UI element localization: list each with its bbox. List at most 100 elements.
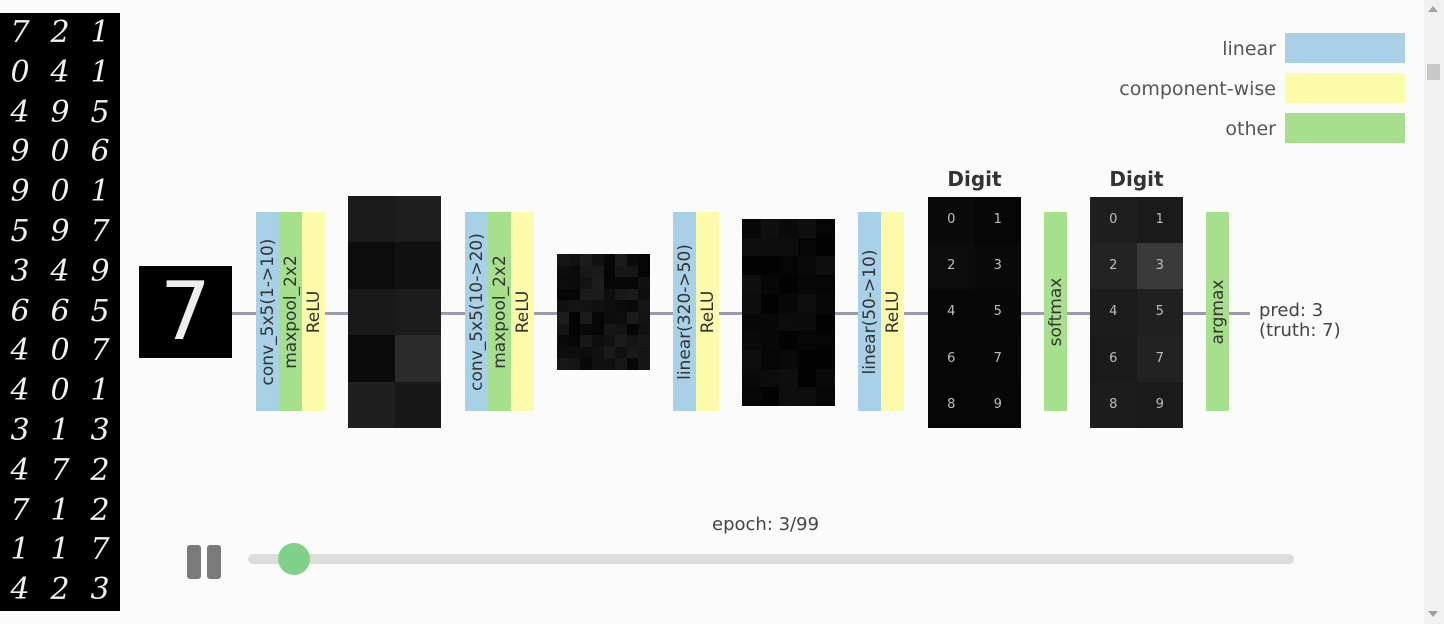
feature-cell (742, 293, 761, 313)
mnist-digit: 4 (10, 572, 30, 608)
feature-cell (557, 346, 569, 359)
digit-cell: 4 (1090, 289, 1137, 336)
layer-relu3-label: ReLU (697, 290, 718, 333)
feature-cell (615, 358, 627, 370)
scroll-down-icon[interactable] (1428, 611, 1438, 617)
pause-button[interactable] (187, 545, 223, 579)
epoch-slider-thumb[interactable] (278, 543, 310, 575)
digit-grid-2-title: Digit (1109, 167, 1164, 191)
digit-cell: 3 (974, 243, 1021, 290)
epoch-slider-track[interactable] (248, 554, 1294, 564)
digit-cell: 9 (974, 381, 1021, 428)
feature-cell (580, 358, 592, 370)
feature-cell (797, 349, 817, 369)
feature-cell (779, 331, 798, 350)
epoch-label: epoch: 3/99 (712, 514, 820, 535)
digit-cell: 6 (1090, 335, 1137, 382)
mnist-digit: 7 (50, 452, 70, 488)
feature-cell (742, 349, 761, 369)
layer-relu2: ReLU (511, 212, 534, 411)
feature-cell (797, 256, 817, 276)
feature-cell (394, 335, 441, 382)
feature-cell (557, 358, 569, 370)
layer-relu1-label: ReLU (303, 290, 324, 333)
feature-cell (797, 368, 817, 388)
mnist-digit: 0 (50, 333, 70, 369)
digit-cell: 9 (1136, 381, 1183, 428)
mnist-digit: 9 (10, 174, 30, 210)
layer-linear2-label: linear(50->10) (859, 249, 880, 374)
mnist-digit: 3 (90, 412, 110, 448)
feature-cell (568, 358, 581, 370)
feature-cell (626, 346, 639, 359)
feature-cell (638, 265, 650, 278)
mnist-digit: 2 (90, 452, 110, 488)
feature-cell (760, 275, 780, 294)
feature-cell (603, 335, 616, 347)
digit-cell: 0 (928, 197, 975, 244)
feature-cell (615, 300, 627, 312)
mnist-digit: 6 (10, 293, 30, 329)
feature-cell (603, 288, 616, 301)
feature-cell (348, 242, 395, 289)
mnist-digit: 0 (50, 174, 70, 210)
feature-cell (638, 358, 650, 370)
feature-cell (394, 381, 441, 428)
feature-cell (603, 300, 616, 312)
feature-cell (779, 293, 798, 313)
feature-cell (797, 293, 817, 313)
feature-cell (638, 277, 650, 289)
feature-cell (760, 256, 780, 276)
mnist-digit: 0 (50, 373, 70, 409)
feature-cell (797, 237, 817, 257)
mnist-digit: 1 (90, 174, 110, 210)
pause-icon-bar-left (187, 545, 201, 579)
layer-softmax-label: softmax (1045, 277, 1066, 346)
feature-cell (568, 277, 581, 289)
digit-cell: 8 (1090, 381, 1137, 428)
mnist-digit: 4 (10, 94, 30, 130)
feature-cell (626, 254, 639, 266)
legend-label-linear: linear (1222, 38, 1276, 60)
layer-pool1: maxpool_2x2 (279, 212, 302, 411)
layer-pool1-label: maxpool_2x2 (280, 254, 301, 369)
mnist-digit: 7 (10, 15, 30, 50)
input-image[interactable]: 7 (139, 266, 232, 358)
feature-cell (638, 346, 650, 359)
feature-cell (615, 335, 627, 347)
feature-cell (603, 277, 616, 289)
feature-cell (603, 312, 616, 324)
scroll-up-icon[interactable] (1428, 6, 1438, 12)
feature-cell (557, 277, 569, 289)
feature-cell (760, 331, 780, 350)
page-scrollbar[interactable] (1424, 0, 1444, 624)
feature-cell (580, 265, 592, 278)
layer-pool2-label: maxpool_2x2 (489, 254, 510, 369)
mnist-digit: 1 (50, 532, 70, 568)
digit-cell: 1 (974, 197, 1021, 244)
feature-cell (797, 275, 817, 294)
feature-cell (591, 346, 604, 359)
mnist-digit: 0 (10, 54, 30, 90)
feature-cell (557, 300, 569, 312)
feature-cell (779, 387, 798, 406)
feature-cell (615, 277, 627, 289)
digit-cell: 1 (1136, 197, 1183, 244)
feature-cell (591, 335, 604, 347)
layer-softmax: softmax (1044, 212, 1067, 411)
layer-conv2: conv_5x5(10->20) (465, 212, 488, 411)
mnist-digit: 4 (50, 253, 70, 289)
feature-cell (742, 219, 761, 238)
scrollbar-thumb[interactable] (1427, 64, 1440, 80)
feature-cell (626, 265, 639, 278)
feature-cell (591, 323, 604, 336)
digit-cell: 0 (1090, 197, 1137, 244)
feature-cell (557, 254, 569, 266)
feature-cell (580, 323, 592, 336)
feature-cell (591, 288, 604, 301)
layer-argmax: argmax (1206, 212, 1229, 411)
feature-cell (760, 349, 780, 369)
feature-cell (626, 288, 639, 301)
feature-cell (557, 312, 569, 324)
